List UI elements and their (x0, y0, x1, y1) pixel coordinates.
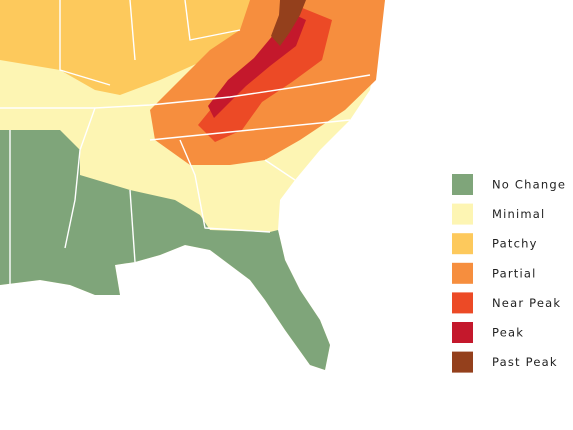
legend-label: Partial (492, 266, 537, 280)
legend-label: Peak (492, 326, 524, 340)
legend-swatch (452, 203, 473, 225)
legend-label: Patchy (492, 237, 538, 251)
legend-swatch (452, 262, 473, 284)
legend-swatch (452, 233, 473, 255)
region-past-peak (271, 0, 306, 46)
legend-label: No Change (492, 178, 566, 192)
legend-swatch (452, 322, 473, 343)
state-borders (0, 0, 371, 285)
map (0, 0, 385, 370)
legend-label: Near Peak (492, 296, 561, 310)
legend-swatch (452, 174, 473, 195)
legend: No Change Minimal Patchy Partial Near Peak Pe… (452, 174, 566, 373)
legend-label: Past Peak (492, 355, 558, 369)
legend-swatch (452, 351, 473, 373)
legend-label: Minimal (492, 207, 545, 221)
legend-swatch (452, 292, 473, 314)
region-no-change (0, 130, 330, 370)
